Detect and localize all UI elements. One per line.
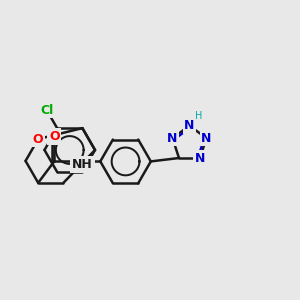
Text: H: H [195,111,203,121]
Text: N: N [195,152,205,164]
Text: O: O [33,133,44,146]
Text: Cl: Cl [40,103,53,117]
Text: N: N [167,132,178,145]
Text: N: N [184,119,195,132]
Text: N: N [201,132,212,145]
Text: O: O [49,130,59,143]
Text: NH: NH [72,158,93,171]
